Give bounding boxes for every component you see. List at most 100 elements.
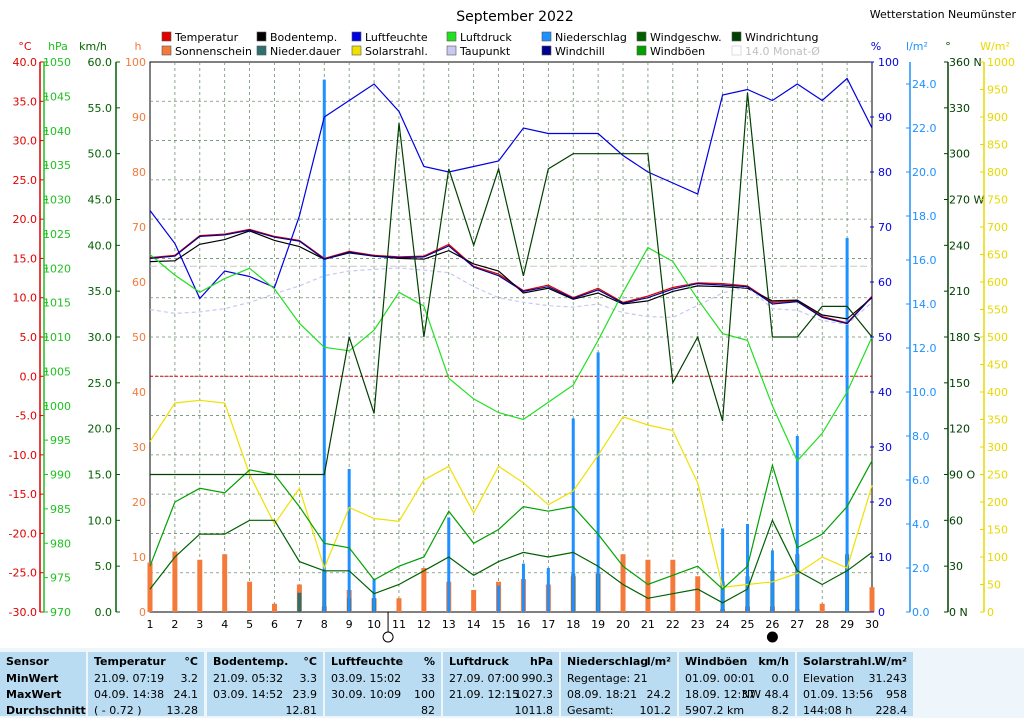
y-tick-label-wind: 25.0 — [88, 377, 113, 390]
y-tick-label-rain: 16.0 — [912, 254, 937, 267]
bar-sonnenschein-1 — [147, 562, 153, 612]
bar-niederschlag-19 — [596, 352, 600, 612]
y-tick-label-solar: 450 — [987, 359, 1008, 372]
station-name: Wetterstation Neumünster — [870, 8, 1017, 21]
legend-swatch — [636, 31, 647, 42]
stat-group-title: Bodentemp. — [213, 655, 289, 668]
y-tick-label-temp: 30.0 — [13, 135, 38, 148]
y-tick-label-solar: 550 — [987, 304, 1008, 317]
y-tick-label-solar: 750 — [987, 194, 1008, 207]
y-tick-label-solar: 400 — [987, 386, 1008, 399]
x-tick-label: 9 — [346, 618, 353, 631]
stat-group-bodentemp: Bodentemp. °C 21.09. 05:32 3.3 03.09. 14:52 2… — [207, 652, 323, 717]
stat-group-temperatur: Temperatur °C 21.09. 07:19 3.2 04.09. 14:38 2… — [88, 652, 204, 717]
stat-row-value: 1011.8 — [514, 704, 554, 717]
bar-niederschlag-18 — [571, 418, 575, 612]
stat-group-unit: °C — [303, 655, 317, 668]
bar-sonnenschein-5 — [247, 581, 253, 612]
stat-group-luftfeuchte: Luftfeuchte% 03.09. 15:02 33 30.09. 10:09 10… — [325, 652, 441, 717]
legend-label: Temperatur — [174, 31, 239, 44]
bar-sonnenschein-30 — [869, 587, 875, 612]
series-line-solarstrahl — [149, 399, 873, 588]
stat-row-label: Elevation — [803, 672, 855, 685]
y-tick-label-pressure: 1030 — [43, 194, 71, 207]
y-tick-label-rain: 14.0 — [912, 298, 937, 311]
stat-row-value: 3.3 — [299, 672, 318, 685]
sensor-row-max: MaxWert — [6, 688, 62, 701]
x-tick-label: 10 — [367, 618, 381, 631]
x-tick-label: 22 — [666, 618, 680, 631]
y-tick-label-pressure: 1010 — [43, 331, 71, 344]
axis-unit-temp: °C — [18, 40, 32, 53]
stat-group-unit: % — [423, 655, 435, 668]
bar-sonnenschein-12 — [421, 568, 427, 612]
stat-row-label: Regentage: 21 — [567, 672, 648, 685]
weather-chart: September 2022 Wetterstation Neumünster … — [9, 8, 1017, 643]
x-tick-label: 15 — [492, 618, 506, 631]
legend-label: Windchill — [555, 45, 605, 58]
x-tick-label: 6 — [271, 618, 278, 631]
legend-label: 14.0 Monat-Ø — [745, 45, 820, 58]
y-tick-label-pressure: 975 — [50, 572, 71, 585]
legend-swatch — [351, 31, 362, 42]
stat-row-value: 0.0 — [771, 672, 790, 685]
legend-swatch — [731, 31, 742, 42]
bar-niederschlag-25 — [746, 524, 750, 612]
stat-group-unit: l/m² — [646, 655, 671, 668]
y-tick-label-wind: 20.0 — [88, 423, 113, 436]
y-tick-label-rain: 20.0 — [912, 166, 937, 179]
x-tick-label: 3 — [196, 618, 203, 631]
y-tick-label-wind: 60.0 — [88, 56, 113, 69]
y-tick-label-sun: 40 — [132, 386, 146, 399]
x-tick-label: 16 — [516, 618, 530, 631]
stat-group-title: Luftdruck — [449, 655, 509, 668]
y-tick-label-solar: 600 — [987, 276, 1008, 289]
y-tick-label-direction: 60 — [949, 514, 963, 527]
stat-row-value: 23.9 — [292, 688, 318, 701]
x-tick-label: 14 — [467, 618, 481, 631]
y-tick-label-sun: 30 — [132, 441, 146, 454]
legend-swatch — [161, 45, 172, 56]
legend-label: Bodentemp. — [270, 31, 337, 44]
y-tick-label-pressure: 1040 — [43, 125, 71, 138]
stat-row-label: 21.09. 12:15 — [449, 688, 520, 701]
y-tick-label-sun: 90 — [132, 111, 146, 124]
y-tick-label-solar: 650 — [987, 249, 1008, 262]
legend-swatch — [446, 31, 457, 42]
axis-unit-direction: ° — [945, 40, 951, 53]
plot-area: 1 2 3 4 5 6 7 8 9 10 11 12 13 14 15 16 17 18 19 20 21 22 23 24 2… — [9, 56, 1015, 643]
y-tick-label-pressure: 980 — [50, 537, 71, 550]
full-moon-icon — [382, 631, 394, 643]
bar-niederschlag-9 — [347, 469, 351, 612]
stat-row-label: 08.09. 18:21 — [567, 688, 638, 701]
legend-swatch — [731, 45, 742, 56]
y-tick-label-rain: 0.0 — [912, 606, 930, 619]
stat-group-unit: km/h — [758, 655, 789, 668]
x-tick-label: 25 — [741, 618, 755, 631]
bar-sonnenschein-21 — [645, 559, 651, 612]
x-tick-label: 4 — [221, 618, 228, 631]
y-tick-label-rain: 4.0 — [912, 518, 930, 531]
stat-group-solarstrahl: Solarstrahl. W/m² Elevation 31.243 01.09. 13… — [797, 652, 913, 717]
legend-label: Windgeschw. — [650, 31, 722, 44]
x-tick-label: 27 — [790, 618, 804, 631]
series-line-luftdruck — [149, 246, 873, 462]
sensor-row-min: MinWert — [6, 672, 59, 685]
axis-unit-rain: l/m² — [906, 40, 928, 53]
y-tick-label-temp: 20.0 — [13, 213, 38, 226]
x-tick-label: 29 — [840, 618, 854, 631]
y-tick-label-temp: 15.0 — [13, 252, 38, 265]
stat-group-unit: hPa — [529, 655, 553, 668]
y-tick-label-pressure: 995 — [50, 434, 71, 447]
y-tick-label-solar: 1000 — [987, 56, 1015, 69]
y-tick-label-wind: 45.0 — [88, 194, 113, 207]
y-tick-label-solar: 100 — [987, 551, 1008, 564]
stat-row-value: 31.243 — [868, 672, 908, 685]
y-tick-label-rain: 24.0 — [912, 78, 937, 91]
bar-sonnenschein-6 — [271, 603, 277, 612]
y-tick-label-solar: 250 — [987, 469, 1008, 482]
axis-unit-pressure: hPa — [48, 40, 68, 53]
bar-sonnenschein-11 — [396, 598, 402, 612]
y-tick-label-humidity: 70 — [878, 221, 892, 234]
y-tick-label-direction: 30 — [949, 560, 963, 573]
